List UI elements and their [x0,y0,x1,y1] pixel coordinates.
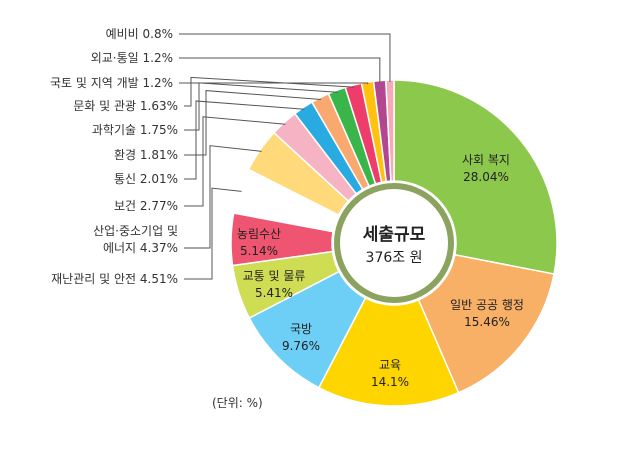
slice-label-12: 문화 및 관광 1.63% [73,99,178,113]
pie-slice-2 [317,297,460,407]
leader-line-10 [184,90,322,156]
slice-labels: 사회 복지 28.04% 일반 공공 행정 15.46% 교육 14.1% 국방 9.76% 교… [50,27,524,389]
slice-label-5: 농림수산 [237,227,281,241]
leader-line-8 [184,116,286,207]
slice-label-7: 산업·중소기업 및 에너지 4.37% [93,224,178,255]
slice-label-6: 재난관리 및 안전 4.51% [51,272,178,286]
slice-value-0: 28.04% [463,170,509,184]
slice-label-3: 국방 [290,322,312,336]
slice-label-8: 보건 2.77% [114,199,178,213]
center-title: 세출규모 [363,225,426,245]
slice-label-10: 환경 1.81% [114,148,178,162]
leader-lines [179,33,391,280]
leader-line-9 [184,100,305,180]
slice-value-4: 5.41% [255,286,293,300]
slice-label-11: 과학기술 1.75% [92,123,178,137]
slice-label-0: 사회 복지 [462,153,510,167]
leader-line-11 [184,82,338,131]
unit-note: (단위: %) [212,396,263,410]
leader-line-6 [184,187,242,280]
slice-value-1: 15.46% [464,315,510,329]
slice-value-5: 5.14% [240,244,278,258]
slice-label-15: 예비비 0.8% [106,27,173,41]
slice-label-2: 교육 [379,358,401,372]
leader-line-14 [179,57,381,83]
center-subtitle: 376조 원 [366,250,423,266]
slice-value-3: 9.76% [282,339,320,353]
pie-slice-15 [385,79,395,182]
pie-slice-1 [417,253,555,394]
leader-line-13 [179,82,369,85]
leader-line-15 [179,33,391,83]
slice-label-9: 통신 2.01% [114,172,178,186]
pie-slice-0 [393,79,558,275]
slice-label-13: 국토 및 지역 개발 1.2% [50,76,173,90]
center-ring [334,183,454,303]
slice-label-4: 교통 및 물류 [243,269,306,283]
slice-label-14: 외교·통일 1.2% [91,51,173,65]
slice-label-1: 일반 공공 행정 [450,297,524,312]
slice-value-2: 14.1% [371,375,409,389]
leader-line-7 [184,145,262,249]
leader-line-12 [184,76,354,107]
